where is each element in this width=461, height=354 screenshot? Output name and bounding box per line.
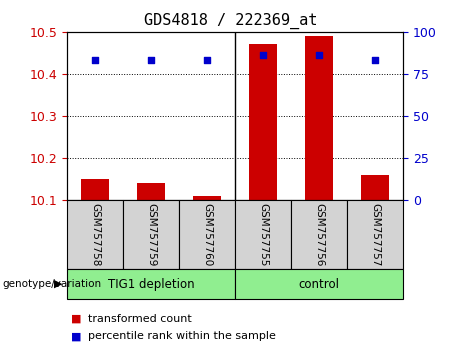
Bar [137, 183, 165, 200]
Point [260, 53, 267, 58]
Text: genotype/variation: genotype/variation [2, 279, 101, 289]
Text: GSM757755: GSM757755 [258, 203, 268, 266]
Point [372, 58, 379, 63]
Point [203, 58, 211, 63]
Point [91, 58, 99, 63]
Text: GSM757758: GSM757758 [90, 203, 100, 266]
Text: transformed count: transformed count [88, 314, 191, 324]
Point [315, 53, 323, 58]
Text: ■: ■ [71, 331, 82, 341]
Text: GSM757756: GSM757756 [314, 203, 324, 266]
Bar [193, 196, 221, 200]
Bar [361, 175, 390, 200]
Text: TIG1 depletion: TIG1 depletion [108, 278, 194, 291]
Point [147, 58, 154, 63]
Text: control: control [299, 278, 340, 291]
Text: GDS4818 / 222369_at: GDS4818 / 222369_at [144, 12, 317, 29]
Text: GSM757757: GSM757757 [370, 203, 380, 266]
Bar [305, 36, 333, 200]
Text: ▶: ▶ [54, 279, 62, 289]
Bar [81, 179, 109, 200]
Bar [249, 45, 277, 200]
Text: GSM757759: GSM757759 [146, 203, 156, 266]
Text: ■: ■ [71, 314, 82, 324]
Text: percentile rank within the sample: percentile rank within the sample [88, 331, 276, 341]
Text: GSM757760: GSM757760 [202, 203, 212, 266]
